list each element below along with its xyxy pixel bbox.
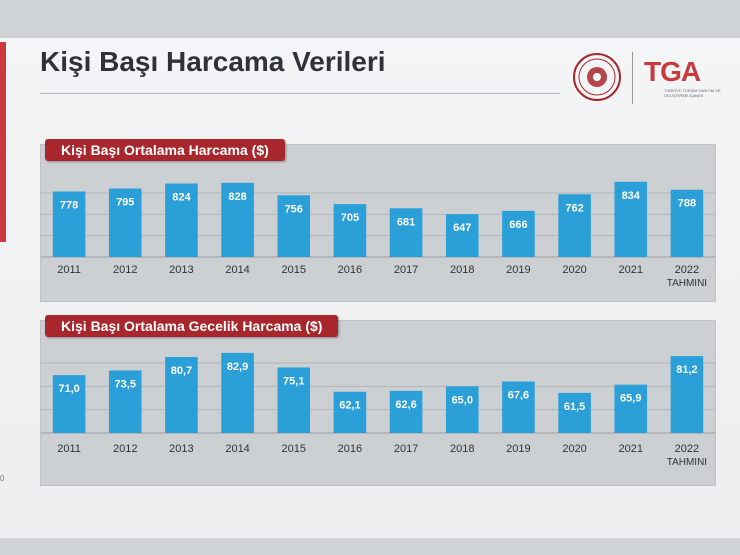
x-tick-label: 2014 [225,443,249,455]
chart-bar [108,370,142,433]
data-label: 82,9 [227,361,248,373]
chart-bar [558,392,591,433]
x-tick-label: 2019 [506,264,530,276]
data-label: 81,2 [676,364,697,376]
x-tick-label: 2022 [675,264,699,276]
chart-bar [558,194,591,257]
chart-bar [165,183,198,257]
chart-bar [614,181,648,257]
x-tick-label: 2018 [450,264,474,276]
data-label: 828 [228,191,246,203]
x-tick-label: 2019 [506,443,530,455]
data-label: 681 [397,216,415,228]
x-tick-label: 2011 [57,264,81,276]
tga-logo-subtext: TÜRKİYE TURİZM TANITIM VE GELİŞTİRME AJA… [664,88,721,98]
x-tick-sublabel: TAHMINI [667,278,707,289]
title-divider [40,93,560,94]
chart-bar [389,208,423,257]
data-label: 73,5 [115,378,136,390]
data-label: 647 [453,222,471,234]
x-tick-label: 2014 [225,264,249,276]
data-label: 834 [622,190,641,202]
chart-bar [333,204,367,257]
chart-bar [108,188,142,257]
data-label: 762 [565,202,583,214]
chart-bar [277,367,311,433]
data-label: 666 [509,219,527,231]
nightly-spending-chart: 71,0 2011 73,5 2012 80,7 2013 82,9 2014 75,1 2015… [41,352,715,468]
page-number: 0 [0,474,5,483]
chart-title-nightly-spending: Kişi Başı Ortalama Gecelik Harcama ($) [45,315,339,337]
data-label: 62,6 [395,399,416,411]
x-tick-label: 2011 [57,443,81,455]
x-tick-label: 2021 [619,443,643,455]
spending-chart: 778 2011 795 2012 824 2013 828 2014 756 2015 705 20… [41,181,715,289]
x-tick-label: 2012 [113,443,137,455]
data-label: 788 [678,198,696,210]
x-tick-label: 2012 [113,264,137,276]
data-label: 80,7 [171,365,192,377]
x-tick-label: 2016 [338,264,362,276]
left-accent-bar [0,42,6,242]
x-tick-label: 2018 [450,443,474,455]
data-label: 75,1 [283,375,304,387]
x-tick-label: 2017 [394,264,418,276]
x-tick-label: 2022 [675,443,699,455]
data-label: 62,1 [339,400,360,412]
data-label: 795 [116,197,134,209]
data-label: 71,0 [58,383,79,395]
data-label: 705 [341,212,359,224]
ministry-seal-icon [573,53,621,101]
chart-bar [221,352,254,433]
page-title: Kişi Başı Harcama Verileri [40,46,386,77]
data-label: 824 [172,192,191,204]
tga-logo: TGA [644,56,701,87]
chart-bar [445,214,479,257]
x-tick-label: 2021 [619,264,643,276]
x-tick-label: 2020 [562,264,586,276]
chart-bar [445,386,479,433]
x-tick-label: 2013 [169,264,193,276]
data-label: 61,5 [564,401,585,413]
data-label: 65,9 [620,393,641,405]
x-tick-label: 2020 [562,443,586,455]
chart-bar [502,210,535,257]
data-label: 67,6 [508,389,529,401]
x-tick-sublabel: TAHMINI [667,457,707,468]
logo-divider [632,52,633,104]
x-tick-label: 2016 [338,443,362,455]
x-tick-label: 2013 [169,443,193,455]
x-tick-label: 2015 [282,264,306,276]
chart-bar [52,191,86,257]
chart-title-spending: Kişi Başı Ortalama Harcama ($) [45,139,285,161]
chart-bar [670,356,704,433]
chart-bar [614,384,648,433]
x-tick-label: 2017 [394,443,418,455]
chart-bar [389,390,423,433]
data-label: 65,0 [452,394,473,406]
chart-bar [277,195,311,257]
chart-bar [221,182,254,257]
chart-bar [333,391,367,433]
data-label: 778 [60,199,78,211]
x-tick-label: 2015 [282,443,306,455]
chart-bar [52,375,86,433]
chart-bar [670,189,704,257]
chart-bar [502,381,535,433]
chart-panel-spending: 778 2011 795 2012 824 2013 828 2014 756 2015 705 20… [40,139,716,302]
chart-bar [165,357,198,433]
chart-panel-nightly-spending: 71,0 2011 73,5 2012 80,7 2013 82,9 2014 75,1 2015… [40,315,716,486]
data-label: 756 [285,203,303,215]
